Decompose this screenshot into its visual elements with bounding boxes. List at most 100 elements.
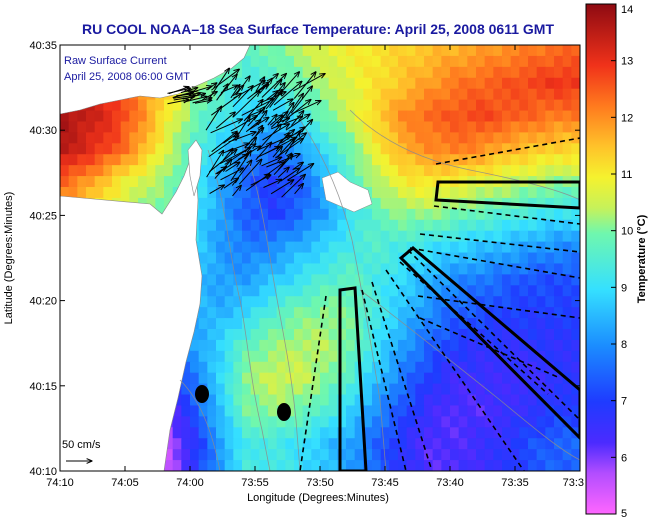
sst-cell [484, 405, 494, 417]
sst-cell [406, 252, 416, 265]
sst-cell [476, 143, 486, 155]
sst-cell [320, 132, 330, 144]
sst-cell [467, 307, 477, 319]
sst-cell [112, 176, 122, 188]
sst-cell [337, 99, 347, 112]
sst-cell [476, 165, 486, 177]
sst-cell [198, 121, 208, 133]
sst-cell [224, 241, 234, 254]
current-vector [255, 125, 263, 137]
sst-cell [259, 208, 269, 221]
sst-cell [285, 55, 295, 68]
sst-cell [354, 405, 364, 417]
sst-cell [94, 187, 104, 199]
sst-cell [406, 350, 416, 363]
sst-cell [346, 460, 356, 471]
sst-cell [346, 307, 356, 319]
sst-cell [450, 285, 460, 297]
sst-cell [311, 230, 321, 243]
sst-cell [311, 372, 321, 385]
current-vector [261, 74, 286, 98]
sst-cell [545, 45, 555, 57]
sst-cell [528, 55, 538, 68]
sst-cell [536, 460, 546, 471]
sst-cell [380, 285, 390, 297]
sst-cell [502, 241, 512, 254]
radar-radials [299, 137, 580, 471]
sst-cell [198, 252, 208, 265]
sst-cell [207, 121, 217, 133]
sst-cell [519, 143, 529, 155]
sst-cell [372, 154, 382, 166]
sst-cell [372, 165, 382, 177]
sst-cell [450, 372, 460, 385]
sst-cell [328, 438, 338, 450]
sst-cell [554, 460, 564, 471]
sst-cell [198, 230, 208, 243]
sst-cell [554, 241, 564, 254]
current-vector [232, 91, 260, 118]
sst-cell [328, 307, 338, 319]
sst-cell [250, 252, 260, 265]
sst-cell [250, 197, 260, 210]
current-vector [270, 180, 294, 195]
sst-cell [441, 77, 451, 90]
sst-cell [432, 77, 442, 90]
sst-cell [536, 307, 546, 319]
sst-cell [510, 372, 520, 385]
sst-cell [562, 143, 572, 155]
sst-cell [450, 230, 460, 243]
sst-cell [207, 274, 217, 286]
sst-cell [120, 121, 130, 133]
sst-cell [502, 99, 512, 112]
sst-cell [372, 66, 382, 79]
sst-cell [216, 187, 226, 199]
sst-cell [242, 307, 252, 319]
sst-cell [146, 143, 156, 155]
sst-cell [346, 241, 356, 254]
sst-cell [510, 263, 520, 275]
sst-cell [224, 252, 234, 265]
current-vector [211, 93, 241, 116]
sst-cell [406, 55, 416, 68]
sst-cell [250, 208, 260, 221]
sst-cell [120, 187, 130, 199]
current-vector [224, 144, 256, 165]
sst-cell [510, 121, 520, 133]
sst-cell [198, 438, 208, 450]
sst-cell [354, 165, 364, 177]
sst-cell [424, 187, 434, 199]
sst-cell [320, 241, 330, 254]
sst-cell [372, 252, 382, 265]
sst-cell [493, 132, 503, 144]
sst-cell [198, 405, 208, 417]
sst-cell [545, 99, 555, 112]
sst-cell [259, 99, 269, 112]
sst-cell [207, 176, 217, 188]
sst-cell [432, 372, 442, 385]
sst-cell [493, 219, 503, 232]
sst-cell [510, 307, 520, 319]
sst-cell [562, 307, 572, 319]
sst-cell [259, 307, 269, 319]
sst-cell [138, 143, 148, 155]
sst-cell [519, 339, 529, 352]
sst-cell [406, 230, 416, 243]
sst-cell [484, 187, 494, 199]
sst-cell [389, 66, 399, 79]
sst-cell [424, 77, 434, 90]
sst-cell [294, 99, 304, 112]
sst-cell [571, 187, 580, 199]
sst-cell [406, 241, 416, 254]
sst-cell [424, 176, 434, 188]
sst-cell [311, 121, 321, 133]
sst-cell [103, 165, 113, 177]
sst-cell [259, 427, 269, 439]
sst-cell [458, 143, 468, 155]
sst-cell [510, 252, 520, 265]
sst-cell [181, 121, 191, 133]
sst-cell [398, 121, 408, 133]
sst-cell [519, 77, 529, 90]
sst-cell [502, 405, 512, 417]
sst-cell [129, 165, 139, 177]
